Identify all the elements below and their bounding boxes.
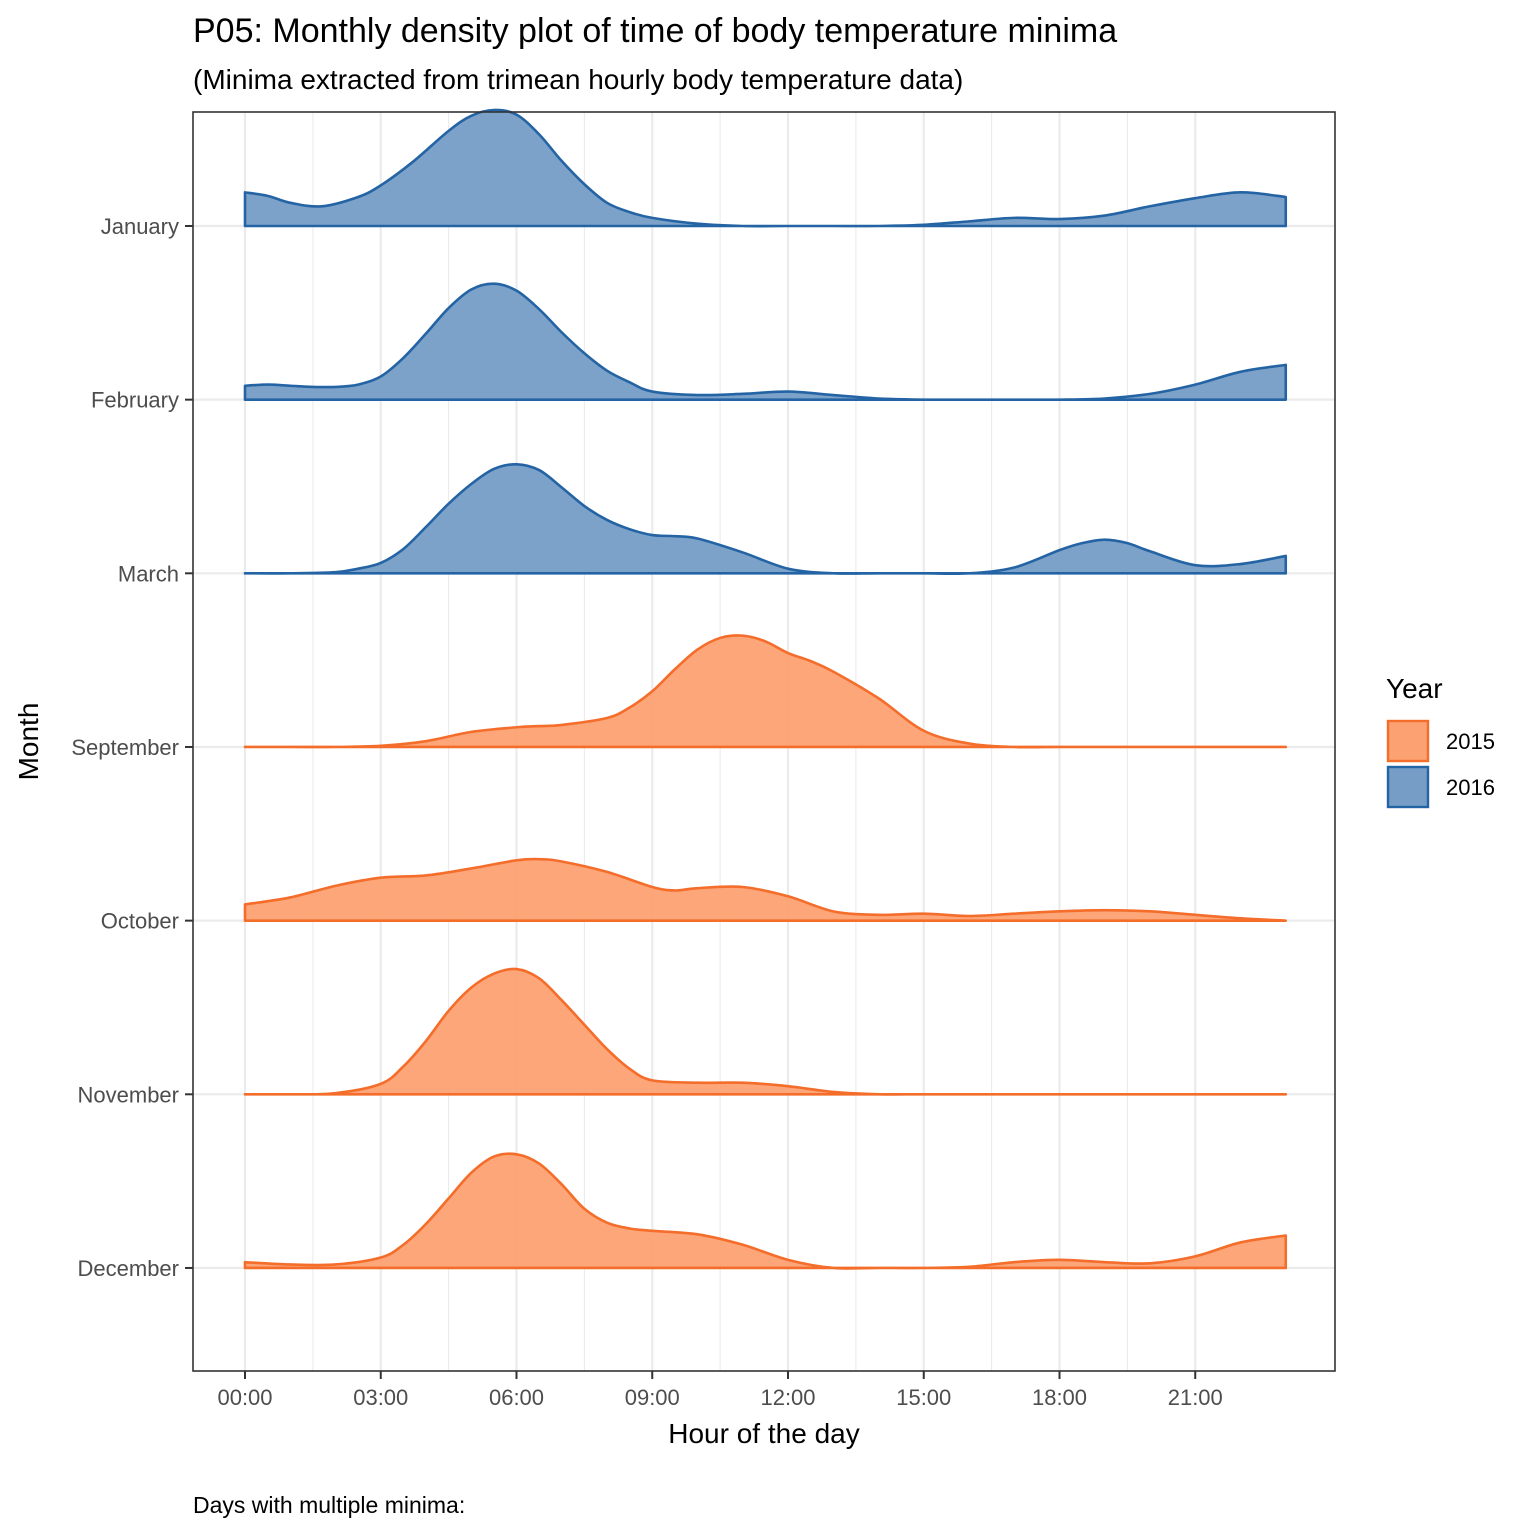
ridge-november xyxy=(243,967,1288,1096)
y-tick-label: February xyxy=(91,388,179,413)
density-area-december xyxy=(243,1152,1288,1270)
x-tick-label: 12:00 xyxy=(760,1385,815,1410)
legend-swatch xyxy=(1386,765,1430,809)
ridge-february xyxy=(243,282,1288,402)
x-tick-label: 21:00 xyxy=(1168,1385,1223,1410)
x-tick-label: 18:00 xyxy=(1032,1385,1087,1410)
y-tick-label: November xyxy=(78,1082,179,1107)
density-area-january xyxy=(243,108,1288,228)
x-tick-label: 03:00 xyxy=(353,1385,408,1410)
legend-label: 2016 xyxy=(1446,775,1495,800)
panel-border xyxy=(192,111,1336,1372)
ridge-january xyxy=(243,108,1288,228)
ridge-october xyxy=(243,857,1288,922)
ridge-september xyxy=(243,634,1288,749)
chart-subtitle: (Minima extracted from trimean hourly bo… xyxy=(193,64,964,95)
y-tick-label: October xyxy=(101,909,179,934)
y-tick-label: January xyxy=(101,214,179,239)
x-tick-label: 06:00 xyxy=(489,1385,544,1410)
density-area-september xyxy=(243,634,1288,749)
x-tick-label: 00:00 xyxy=(217,1385,272,1410)
legend: Year 2015 2016 xyxy=(1386,673,1495,809)
y-tick-label: September xyxy=(71,735,179,760)
legend-item-2015: 2015 xyxy=(1386,719,1495,763)
legend-item-2016: 2016 xyxy=(1386,765,1495,809)
chart-title: P05: Monthly density plot of time of bod… xyxy=(193,12,1118,50)
x-tick-label: 15:00 xyxy=(896,1385,951,1410)
density-area-march xyxy=(243,462,1288,576)
axis-layer: 00:00 03:00 06:00 09:00 12:00 15:00 18:00 21:00… xyxy=(71,214,1222,1410)
legend-swatch xyxy=(1386,719,1430,763)
ridge-march xyxy=(243,462,1288,576)
legend-items: 2015 2016 xyxy=(1386,719,1495,809)
density-area-february xyxy=(243,282,1288,402)
y-tick-label: March xyxy=(118,561,179,586)
density-area-october xyxy=(243,857,1288,922)
density-area-november xyxy=(243,967,1288,1096)
y-tick-label: December xyxy=(78,1256,179,1281)
legend-label: 2015 xyxy=(1446,729,1495,754)
ridge-december xyxy=(243,1152,1288,1270)
legend-title: Year xyxy=(1386,673,1443,704)
x-tick-label: 09:00 xyxy=(625,1385,680,1410)
series-layer xyxy=(243,108,1288,1270)
chart-caption: Days with multiple minima: xyxy=(193,1492,466,1518)
x-axis-title: Hour of the day xyxy=(668,1418,859,1449)
y-axis-title: Month xyxy=(13,703,44,781)
